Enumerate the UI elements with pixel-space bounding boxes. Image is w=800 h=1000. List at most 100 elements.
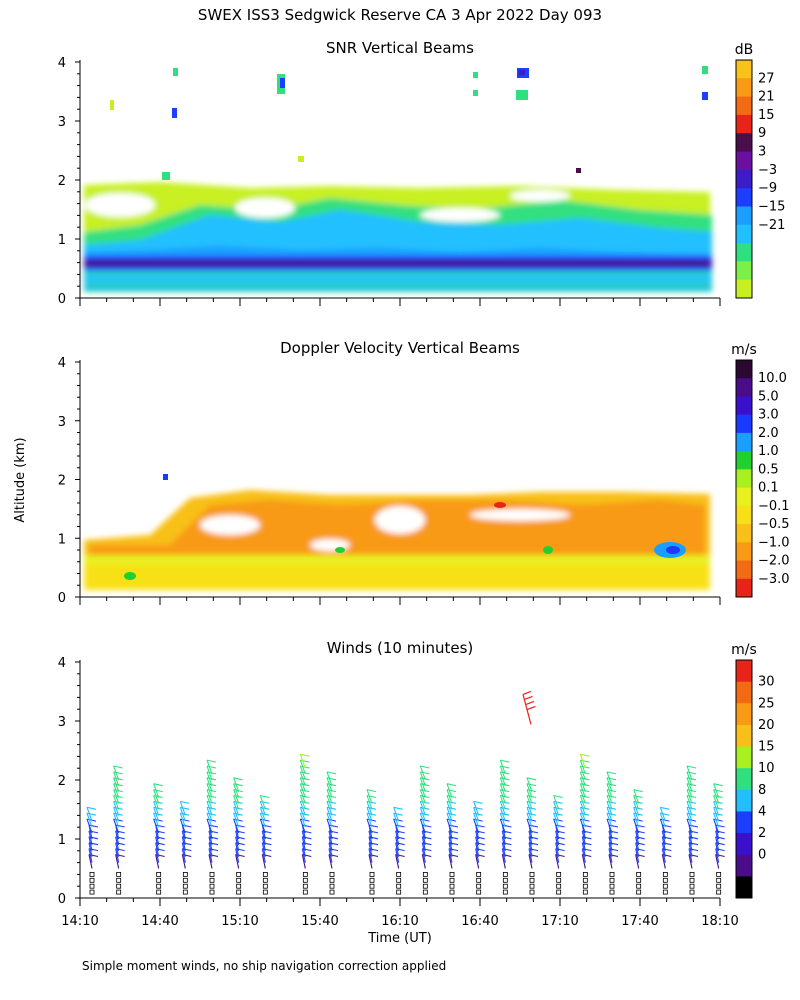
wind-barb-flag	[180, 800, 190, 804]
colorbar-tick-label: 9	[758, 126, 766, 141]
wind-barb-staff	[299, 759, 306, 775]
x-tick-label: 17:40	[621, 914, 658, 929]
doppler-panel-title: Doppler Velocity Vertical Beams	[280, 339, 520, 357]
calm-marker	[716, 883, 722, 889]
wind-barb-staff	[261, 848, 266, 863]
wind-barb-staff	[115, 830, 120, 846]
wind-barb-staff	[393, 813, 400, 828]
calm-marker	[329, 889, 335, 895]
wind-barb-staff	[581, 842, 586, 857]
wind-barb-staff	[113, 795, 120, 810]
calm-marker	[476, 877, 482, 883]
wind-barb-staff	[326, 783, 333, 798]
wind-barb-staff	[395, 830, 400, 846]
wind-barb-staff	[326, 801, 333, 816]
wind-barb-staff	[499, 783, 506, 798]
calm-marker	[476, 872, 482, 877]
wind-barb-flag	[368, 824, 379, 828]
colorbar-tick-label: 10	[758, 761, 775, 776]
wind-barb-staff	[115, 842, 120, 857]
wind-barb-flag	[686, 765, 697, 769]
colorbar-segment	[736, 206, 752, 226]
calm-marker	[556, 883, 562, 889]
y-tick-label: 2	[58, 174, 66, 189]
wind-barb-staff	[635, 842, 640, 857]
wind-barb-staff	[688, 836, 693, 851]
calm-marker	[502, 889, 508, 895]
wind-barb-staff	[113, 765, 120, 781]
y-tick-label: 1	[58, 233, 66, 248]
wind-barb-flag	[366, 794, 377, 799]
wind-profile	[326, 771, 339, 895]
calm-marker	[582, 877, 588, 883]
winds-panel: Winds (10 minutes) 0 1 2 3 4 14:10 14:40 15:10…	[58, 639, 775, 929]
wind-barb-flag	[448, 824, 459, 828]
wind-barb-staff	[206, 783, 213, 798]
wind-barb-flag	[300, 759, 310, 763]
wind-barb-staff	[88, 854, 93, 869]
wind-barb-staff	[326, 818, 333, 834]
wind-barb-staff	[366, 807, 373, 822]
calm-marker	[262, 872, 268, 877]
wind-barb-staff	[299, 777, 306, 792]
wind-barb-staff	[208, 854, 213, 869]
wind-profile	[713, 783, 725, 895]
colorbar-tick-label: 3.0	[758, 408, 779, 423]
colorbar-tick-label: 0.1	[758, 481, 779, 496]
wind-barb-staff	[686, 818, 693, 834]
y-tick-label: 3	[58, 115, 66, 130]
colorbar-segment	[736, 768, 752, 791]
wind-barb-staff	[259, 795, 266, 810]
wind-barb-staff	[395, 854, 400, 869]
calm-marker	[182, 872, 188, 877]
y-tick-label: 3	[58, 415, 66, 430]
wind-barb-staff	[608, 830, 613, 846]
wind-barb-staff	[635, 848, 640, 863]
wind-barb-flag	[153, 789, 163, 793]
wind-barb-staff	[299, 765, 306, 781]
wind-barb-staff	[206, 795, 213, 810]
calm-marker	[302, 883, 308, 889]
calm-marker	[689, 872, 695, 877]
colorbar-unit: dB	[735, 42, 754, 58]
wind-barb-staff	[581, 830, 586, 846]
wind-barb-staff	[155, 830, 160, 846]
wind-barb-staff	[579, 789, 586, 804]
calm-marker	[116, 877, 122, 883]
wind-barb-staff	[301, 836, 306, 851]
wind-barb-staff	[299, 771, 306, 787]
wind-barb-staff	[368, 830, 373, 846]
calm-marker	[422, 877, 428, 883]
wind-barb-staff	[208, 836, 213, 851]
wind-barb-staff	[446, 818, 453, 834]
x-tick-label: 15:10	[221, 914, 258, 929]
wind-barb-staff	[555, 854, 560, 869]
wind-barb-staff	[446, 807, 453, 822]
colorbar-tick-label: 2	[758, 826, 766, 841]
wind-barb-flag	[582, 824, 592, 828]
wind-barb-staff	[606, 771, 613, 787]
wind-barb-staff	[328, 842, 333, 857]
wind-barb-staff	[153, 783, 160, 798]
wind-barb-flag	[113, 765, 123, 769]
wind-barb-staff	[448, 836, 453, 851]
wind-barb-staff	[115, 854, 120, 869]
colorbar-unit: m/s	[731, 642, 757, 658]
x-tick-label: 18:10	[701, 914, 738, 929]
wind-barb-staff	[608, 854, 613, 869]
wind-barb-flag	[553, 800, 563, 804]
wind-barb-staff	[206, 818, 213, 834]
calm-marker	[476, 883, 482, 889]
colorbar-tick-label: −0.1	[758, 499, 790, 514]
wind-barb-flag	[473, 800, 483, 804]
wind-profile	[259, 794, 272, 895]
wind-barb-staff	[235, 830, 240, 846]
wind-barb-flag	[233, 783, 243, 787]
wind-barb-staff	[328, 854, 333, 869]
wind-barb-staff	[233, 789, 240, 804]
wind-barb-staff	[419, 818, 426, 834]
colorbar-segment	[736, 378, 752, 397]
wind-barb-staff	[179, 813, 186, 828]
wind-barb-staff	[233, 777, 240, 792]
y-tick-label: 0	[58, 292, 66, 307]
